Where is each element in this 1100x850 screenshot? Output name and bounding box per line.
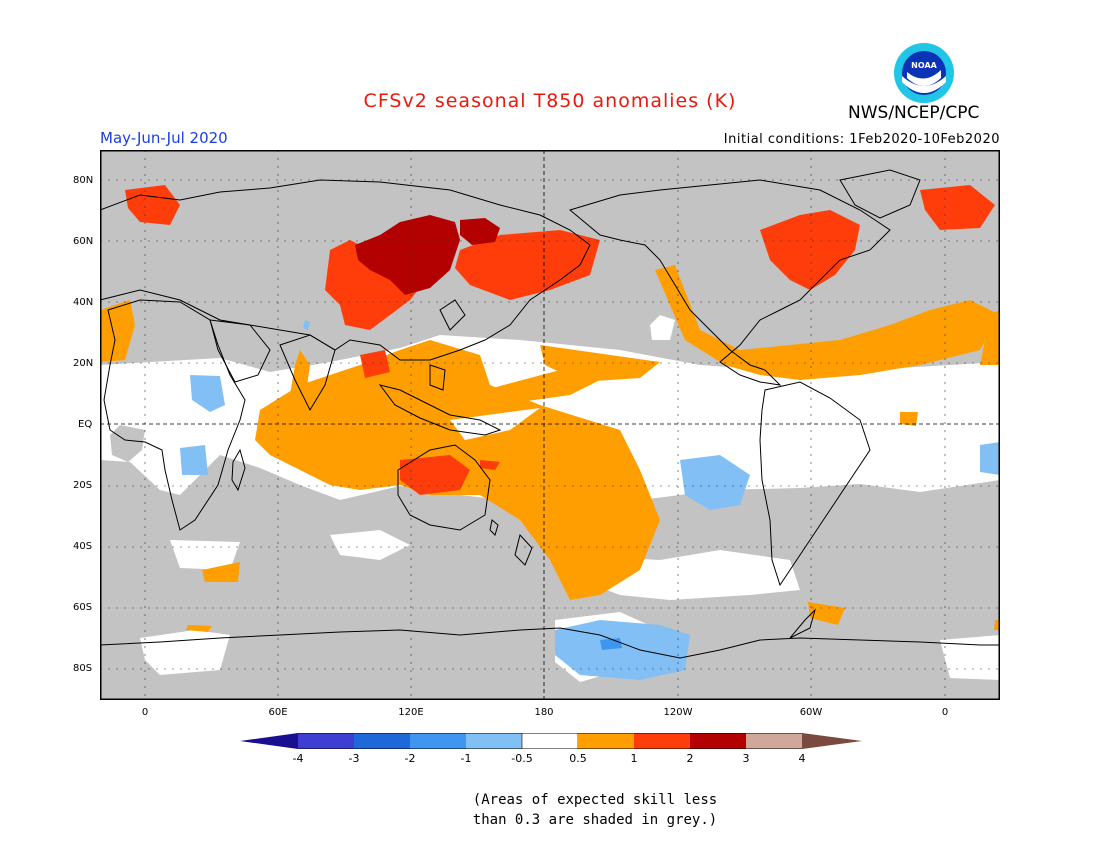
lat-label: 60N [73,236,94,247]
colorbar-segment [240,733,298,749]
colorbar-tick-label: 4 [798,752,806,765]
colorbar-tick-label: -2 [404,752,416,765]
lat-label: 20S [73,480,93,491]
cool-anomaly-neg1-neg05 [180,320,1000,680]
colorbar-segment [578,733,634,749]
colorbar-tick-label: -1 [460,752,472,765]
colorbar-segment [410,733,466,749]
lon-label: 180 [534,707,554,718]
initial-conditions: Initial conditions: 1Feb2020-10Feb2020 [723,132,1000,147]
colorbar [240,733,862,749]
colorbar-segment [746,733,802,749]
lon-label: 60E [268,707,288,718]
lat-label: 40S [73,541,93,552]
noaa-logo: NOAA [894,43,954,103]
lat-label: 40N [73,297,94,308]
lon-label: 120E [398,707,424,718]
colorbar-segment [634,733,690,749]
colorbar-tick-label: -0.5 [511,752,533,765]
colorbar-segment [466,733,522,749]
skill-note-line2: than 0.3 are shaded in grey.) [472,812,718,828]
skill-note-line1: (Areas of expected skill less [472,792,718,808]
colorbar-segment [521,733,579,749]
forecast-period: May-Jun-Jul 2020 [100,129,228,147]
map-title: CFSv2 seasonal T850 anomalies (K) [363,90,737,112]
lat-label: 80S [73,663,93,674]
colorbar-tick-label: -4 [292,752,304,765]
agency-label: NWS/NCEP/CPC [848,103,980,123]
colorbar-segment [298,733,354,749]
warm-anomaly-2-3 [355,215,500,295]
graticule [100,150,1000,700]
lon-label: 0 [941,707,949,718]
lat-label: EQ [78,419,93,430]
equator-dateline [100,150,1000,700]
map-frame [100,150,1000,700]
lon-label: 0 [141,707,149,718]
colorbar-segment [690,733,746,749]
cool-anomaly-neg2-neg1 [600,638,622,650]
colorbar-tick-label: 3 [742,752,750,765]
lat-label: 60S [73,602,93,613]
lat-label: 20N [73,358,94,369]
anomaly-map [100,150,1000,700]
lat-label: 80N [73,175,94,186]
colorbar-segment [354,733,410,749]
colorbar-tick-label: 0.5 [569,752,587,765]
lon-label: 120W [663,707,693,718]
svg-text:NOAA: NOAA [911,61,937,70]
colorbar-tick-label: 2 [686,752,694,765]
coastlines [100,169,1000,659]
colorbar-tick-label: -3 [348,752,360,765]
lon-label: 60W [799,707,823,718]
colorbar-tick-label: 1 [630,752,638,765]
colorbar-segment [802,733,862,749]
